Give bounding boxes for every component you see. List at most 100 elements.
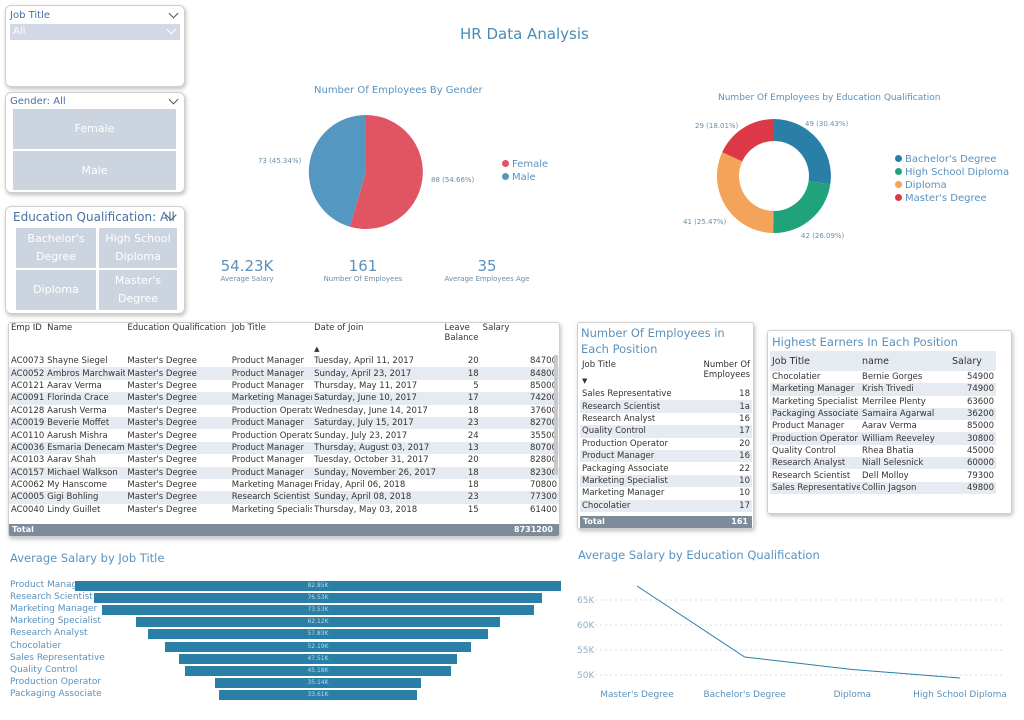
column-header[interactable]: Job Title: [772, 355, 811, 367]
table-row[interactable]: AC0040 Lindy Guillet Master's Degree Market…: [9, 504, 559, 516]
bar[interactable]: [75, 581, 561, 591]
table-row[interactable]: AC0062 My Hanscome Master's Degree Marketin…: [9, 479, 559, 491]
column-header[interactable]: Salary: [482, 323, 510, 333]
table-row[interactable]: AC0052 Ambros Marchwaith Master's Degree Pr…: [9, 367, 559, 380]
table-cell: 17: [696, 499, 752, 512]
table-cell: 36200: [950, 407, 996, 421]
table-row[interactable]: Sales Representative 18: [580, 388, 752, 400]
bar[interactable]: [214, 677, 422, 688]
table-row[interactable]: Packaging Associate Samaira Agarwal 36200: [770, 407, 996, 421]
table-row[interactable]: Research Scientist 1a: [580, 400, 752, 413]
column-header[interactable]: Date of Join ▲: [312, 323, 442, 355]
column-header[interactable]: Salary: [952, 355, 982, 367]
legend-dot: [895, 194, 902, 201]
table-row[interactable]: AC0157 Michael Walkson Master's Degree Prod…: [9, 466, 559, 479]
bar[interactable]: [178, 653, 458, 664]
legend-dot: [502, 160, 509, 167]
table-row[interactable]: AC0073 Shayne Siegel Master's Degree Produc…: [9, 355, 559, 367]
legend-label: Male: [512, 172, 536, 183]
education-option-masters[interactable]: Master's Degree: [99, 270, 177, 310]
table-row[interactable]: Chocolatier 17: [580, 499, 752, 512]
table-row[interactable]: Quality Control 17: [580, 425, 752, 438]
pie-slice-male[interactable]: [308, 114, 366, 227]
education-option-high-school[interactable]: High School Diploma: [99, 228, 177, 268]
column-header[interactable]: Number Of Employees: [703, 360, 750, 380]
table-row[interactable]: Marketing Manager Krish Trivedi 74900: [770, 383, 996, 396]
donut-slice-bachelors[interactable]: [774, 119, 831, 185]
gender-legend-male: Male: [502, 172, 536, 183]
bar[interactable]: [93, 593, 543, 604]
table-row[interactable]: Marketing Specialist 10: [580, 474, 752, 488]
donut-label-bachelors: 49 (30.43%): [805, 120, 849, 128]
job-title-dropdown[interactable]: All: [10, 24, 180, 40]
pie-slice-female[interactable]: [349, 115, 423, 229]
table-cell: 5: [473, 380, 479, 391]
bar[interactable]: [135, 617, 501, 628]
table-row[interactable]: Quality Control Rhea Bhatia 45000: [770, 445, 996, 457]
column-header[interactable]: name: [862, 355, 889, 367]
table-cell: Marketing Specialist: [580, 474, 696, 488]
table-row[interactable]: Marketing Specialist Merrilee Plenty 63600: [770, 396, 996, 408]
column-header[interactable]: Job Title ▼: [580, 360, 696, 388]
kpi-employee-count: 161 Number Of Employees: [318, 257, 408, 283]
table-row[interactable]: AC0036 Esmaria Denecamp Master's Degree Pro…: [9, 441, 559, 455]
table-row[interactable]: Marketing Manager 10: [580, 487, 752, 499]
table-cell: 17: [442, 392, 481, 405]
table-cell: AC0019: [9, 416, 46, 430]
employee-table: Emp ID Name Education Qualification Job …: [8, 322, 560, 537]
chevron-down-icon[interactable]: [168, 8, 179, 19]
column-header[interactable]: Leave Balance: [444, 323, 479, 343]
table-row[interactable]: AC0128 Aarush Verma Master's Degree Product…: [9, 405, 559, 417]
bar[interactable]: [185, 665, 451, 676]
total-value: 8731200: [514, 525, 553, 534]
bar[interactable]: [148, 629, 488, 640]
column-header[interactable]: Emp ID: [11, 323, 42, 333]
donut-slice-masters[interactable]: [722, 119, 774, 162]
table-row[interactable]: Sales Representative Collin Jagson 49800: [770, 481, 996, 494]
table-row[interactable]: AC0110 Aarush Mishra Master's Degree Produc…: [9, 429, 559, 441]
table-row[interactable]: Research Analyst 16: [580, 413, 752, 425]
table-row[interactable]: AC0019 Beverie Moffet Master's Degree Produ…: [9, 416, 559, 430]
table-cell: Gigi Bohling: [45, 491, 126, 504]
legend-label: Bachelor's Degree: [905, 154, 997, 165]
table-cell: Krish Trivedi: [860, 383, 950, 396]
column-header[interactable]: Education Qualification: [127, 323, 226, 333]
donut-label-masters: 29 (18.01%): [695, 122, 739, 130]
bar[interactable]: [164, 641, 472, 652]
donut-slice-diploma[interactable]: [716, 152, 774, 234]
series-line[interactable]: [636, 585, 961, 679]
table-row[interactable]: Packaging Associate 22: [580, 462, 752, 474]
sort-ascending-icon[interactable]: ▲: [314, 345, 320, 353]
sort-descending-icon[interactable]: ▼: [582, 377, 588, 385]
table-cell: Product Manager: [229, 367, 313, 380]
education-option-diploma[interactable]: Diploma: [16, 270, 96, 310]
table-cell: AC0052: [9, 367, 46, 380]
table-row[interactable]: Product Manager 16: [580, 449, 752, 463]
table-row[interactable]: AC0121 Aarav Verma Master's Degree Product …: [9, 380, 559, 392]
gender-option-female[interactable]: Female: [13, 109, 176, 149]
table-row[interactable]: Production Operator William Reeveley 30800: [770, 432, 996, 445]
table-row[interactable]: AC0103 Aarav Shah Master's Degree Product M…: [9, 454, 559, 466]
gender-option-male[interactable]: Male: [13, 151, 176, 190]
column-header[interactable]: Name: [47, 323, 73, 333]
kpi-average-salary: 54.23K Average Salary: [212, 257, 282, 283]
job-title-slicer-label: Job Title: [10, 10, 51, 21]
table-row[interactable]: AC0005 Gigi Bohling Master's Degree Researc…: [9, 491, 559, 504]
donut-slice-high-school[interactable]: [773, 181, 831, 234]
vertical-scrollbar[interactable]: [554, 355, 558, 475]
column-header[interactable]: Job Title: [231, 323, 266, 333]
bar[interactable]: [102, 605, 534, 616]
table-cell: 30800: [950, 432, 996, 445]
table-cell: 22: [739, 463, 750, 474]
table-row[interactable]: Research Analyst Niall Selesnick 60000: [770, 457, 996, 470]
table-row[interactable]: Chocolatier Bernie Gorges 54900: [770, 371, 996, 383]
bar-value-label: 45.18K: [307, 666, 329, 674]
bar[interactable]: [219, 689, 417, 700]
table-row[interactable]: Research Scientist Dell Molloy 79300: [770, 469, 996, 481]
table-cell: Saturday, July 15, 2017: [312, 416, 443, 430]
education-option-bachelors[interactable]: Bachelor's Degree: [16, 228, 96, 268]
table-row[interactable]: AC0091 Florinda Crace Master's Degree Marke…: [9, 392, 559, 405]
chevron-down-icon[interactable]: [168, 94, 179, 105]
table-row[interactable]: Production Operator 20: [580, 438, 752, 450]
table-row[interactable]: Product Manager Aarav Verma 85000: [770, 420, 996, 432]
